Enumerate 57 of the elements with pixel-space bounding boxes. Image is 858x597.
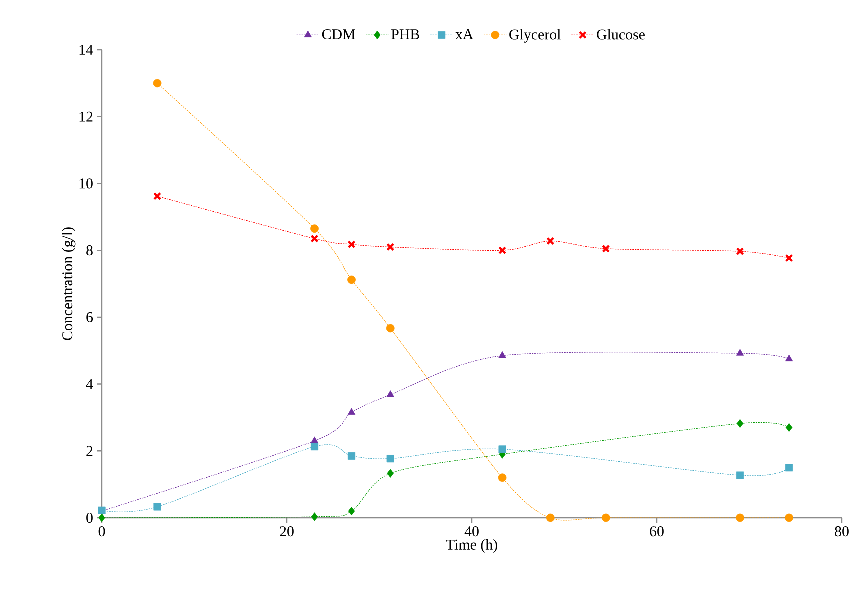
legend-label: CDM (322, 30, 356, 40)
point (153, 192, 162, 200)
point (736, 514, 744, 522)
point (498, 446, 506, 454)
y-axis-title: Concentration (g/l) (62, 228, 76, 340)
x-axis-title: Time (h) (446, 539, 498, 553)
legend-label: Glycerol (510, 29, 561, 43)
point (310, 224, 319, 234)
point (785, 514, 794, 522)
point (311, 512, 318, 522)
point (785, 464, 794, 472)
y-tick-label: 4 (86, 379, 94, 390)
point (386, 455, 394, 463)
point (498, 474, 507, 482)
point (602, 244, 610, 253)
point (348, 452, 356, 460)
point (602, 514, 610, 522)
x-tick-label: 20 (280, 526, 294, 537)
x-tick-label: 60 (650, 526, 664, 537)
point (348, 408, 356, 415)
point (387, 469, 394, 478)
legend-label: PHB (392, 30, 420, 40)
point (785, 254, 794, 262)
point (98, 514, 106, 522)
point (310, 436, 319, 444)
point (736, 248, 744, 256)
point (386, 243, 395, 252)
point (498, 351, 506, 358)
y-tick-label: 0 (86, 512, 93, 524)
point (785, 354, 794, 362)
point (154, 503, 162, 511)
x-tick-label: 40 (464, 526, 479, 537)
point (386, 324, 395, 333)
point (736, 419, 744, 428)
y-tick-label: 6 (86, 312, 94, 322)
point (348, 240, 356, 249)
point (786, 423, 793, 432)
point (153, 79, 162, 88)
point (310, 443, 319, 451)
y-tick-label: 12 (80, 112, 93, 122)
point (546, 514, 555, 522)
y-tick-label: 14 (80, 45, 94, 55)
point (546, 237, 555, 246)
point (386, 390, 394, 398)
legend-label: Glucose (597, 29, 645, 40)
x-tick-label: 0 (98, 526, 106, 537)
point (310, 234, 319, 243)
point (348, 506, 356, 516)
point (736, 349, 744, 356)
legend-label: xA (456, 30, 474, 40)
point (736, 472, 744, 480)
y-tick-label: 8 (86, 246, 93, 256)
y-tick-label: 2 (86, 446, 93, 456)
point (498, 246, 507, 255)
point (348, 276, 356, 284)
x-tick-label: 80 (835, 526, 849, 537)
y-tick-label: 10 (80, 178, 93, 189)
